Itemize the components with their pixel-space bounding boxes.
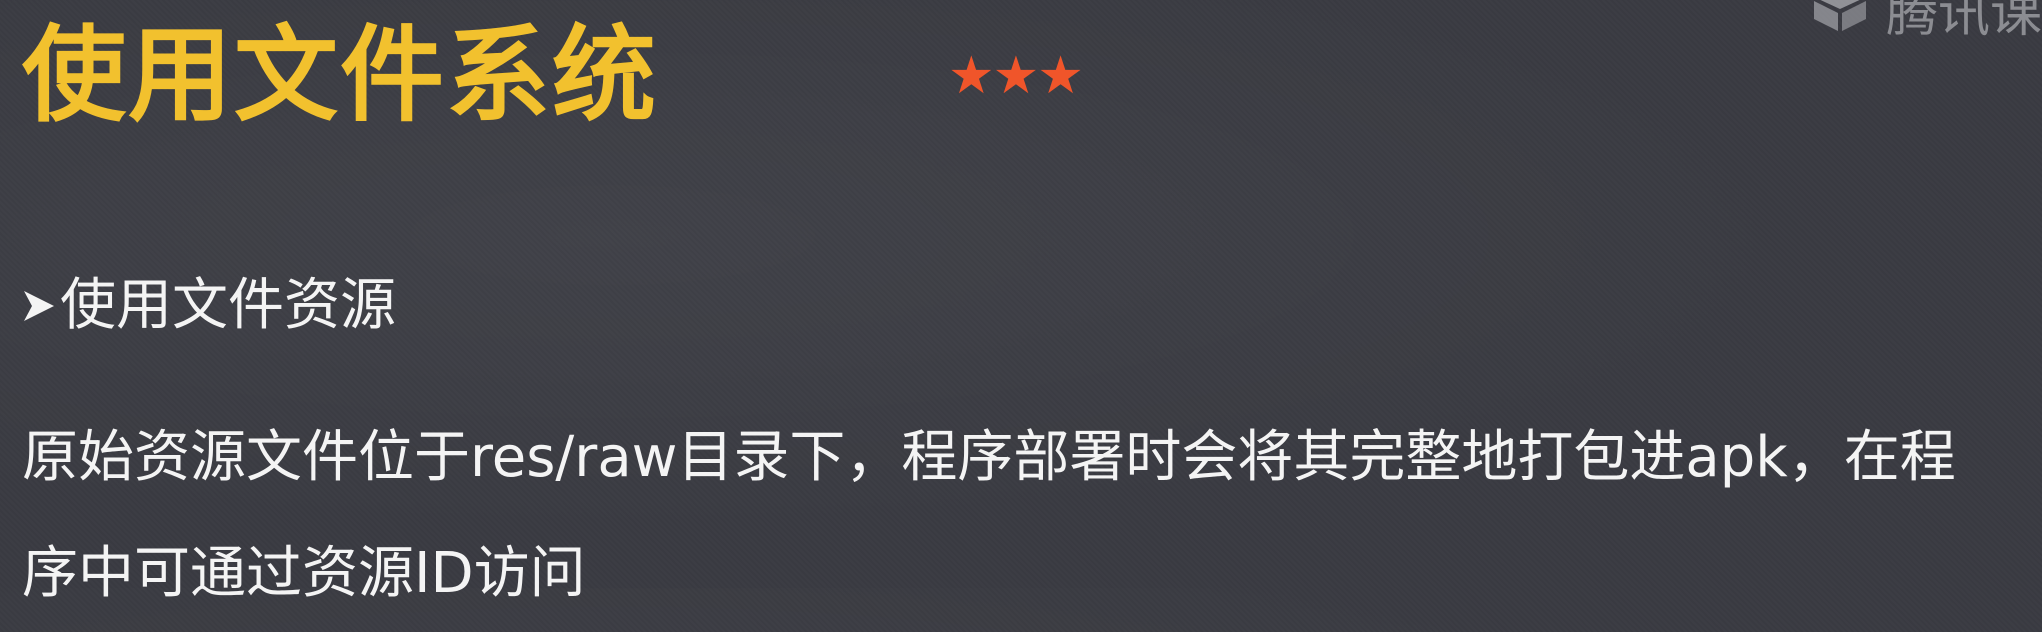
tencent-classroom-logo-icon (1812, 0, 1868, 33)
watermark-text: 腾讯课 (1886, 0, 2042, 44)
body-paragraph-line-2: 序中可通过资源ID访问 (22, 541, 586, 606)
body-paragraph: 原始资源文件位于res/raw目录下，程序部署时会将其完整地打包进apk，在程 … (22, 400, 2022, 632)
section-heading: 使用文件资源 (60, 273, 396, 338)
section-heading-row: 使用文件资源 (22, 278, 396, 334)
arrowhead-bullet-icon (22, 289, 56, 323)
slide: 腾讯课 使用文件系统 ★★★ 使用文件资源 原始资源文件位于res/raw目录下… (22, 0, 2042, 606)
watermark: 腾讯课 (1812, 0, 2042, 44)
slide-title: 使用文件系统 (22, 14, 659, 136)
difficulty-stars: ★★★ (948, 46, 1084, 106)
body-paragraph-line-1: 原始资源文件位于res/raw目录下，程序部署时会将其完整地打包进apk，在程 (22, 425, 1956, 490)
